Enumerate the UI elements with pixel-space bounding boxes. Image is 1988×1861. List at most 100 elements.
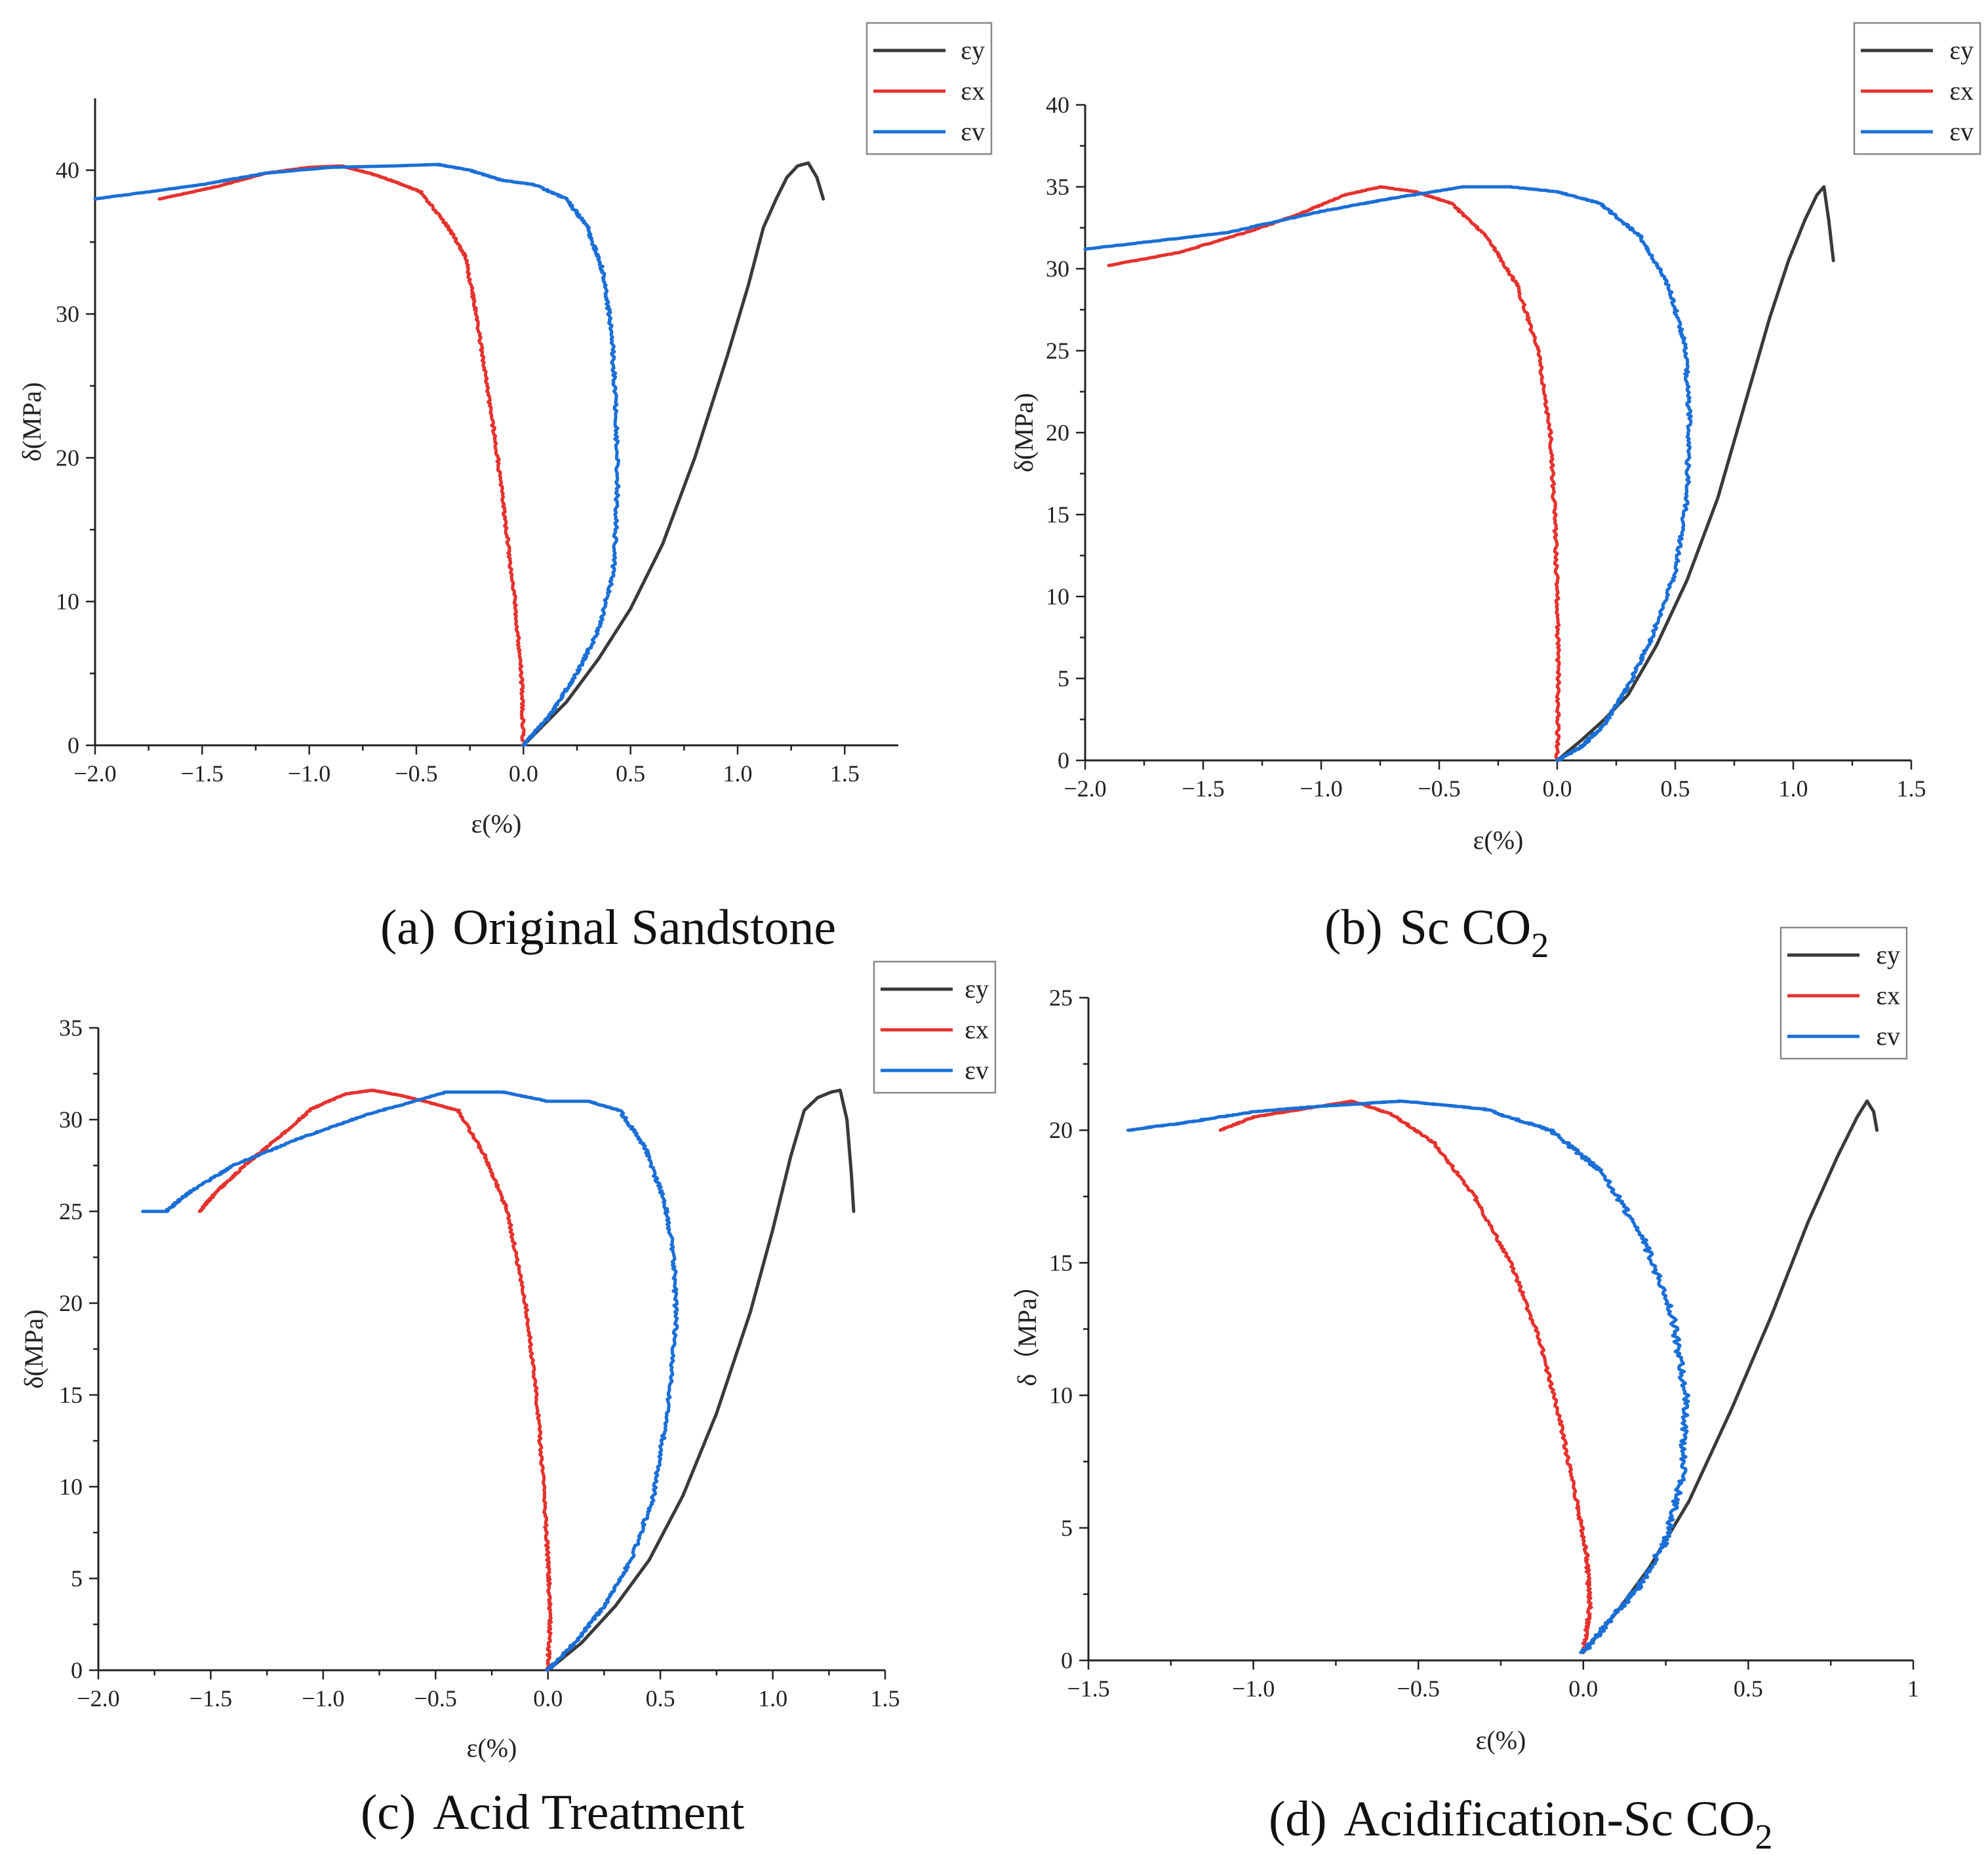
y-tick-label: 35 [1046, 174, 1069, 200]
x-tick-label: 0.0 [533, 1685, 563, 1712]
panel-caption: (c) Acid Treatment [361, 1785, 744, 1840]
panel-caption: (a) Original Sandstone [380, 900, 836, 955]
caption-label: (c) [361, 1785, 416, 1840]
chart-panel-d: −1.5 −1.0 −0.5 0.0 0.5 10510152025ε(%)δ（MPa）ε… [1012, 926, 1919, 1856]
x-tick-label: 0.0 [1543, 775, 1572, 802]
caption-text: Acidification-Sc CO [1344, 1792, 1755, 1847]
y-axis-title: δ（MPa） [1012, 1272, 1042, 1386]
y-tick-label: 15 [1049, 1249, 1073, 1276]
series-line-ey [1555, 185, 1835, 762]
x-tick-label: −1.0 [1300, 775, 1342, 802]
x-tick-label: 0.0 [1568, 1675, 1598, 1702]
x-axis-title: ε(%) [1473, 825, 1524, 855]
y-tick-label: 10 [1049, 1382, 1073, 1409]
x-tick-label: 1.0 [1779, 775, 1808, 802]
legend-label: εv [964, 1055, 989, 1085]
caption-subscript: 2 [1531, 926, 1549, 965]
legend-label: εx [964, 1015, 989, 1044]
x-tick-label: −2.0 [77, 1685, 119, 1712]
y-tick-label: 20 [56, 444, 79, 471]
x-tick-label: 0.5 [616, 760, 645, 787]
x-tick-label: 0.5 [1734, 1675, 1763, 1702]
series-line-ey [1581, 1099, 1879, 1655]
series-line-ev [1083, 185, 1693, 762]
legend-label: εx [1949, 76, 1974, 106]
legend-label: εy [1949, 35, 1974, 65]
legend-label: εy [961, 35, 985, 65]
chart-panel-b: −2.0 −1.5 −1.0 −0.5 0.0 0.5 1.0 1.5 0 5 10 15 20 25 30… [1009, 22, 1981, 965]
x-tick-label: −1.5 [1182, 775, 1224, 802]
series-line-ex [1218, 1099, 1593, 1655]
x-tick-label: −2.0 [73, 760, 116, 787]
y-axis-title: δ(MPa) [17, 382, 47, 461]
series-line-ex [197, 1088, 553, 1672]
y-tick-label: 40 [1046, 92, 1069, 118]
legend: εy εx εv [865, 22, 993, 155]
x-tick-label: −0.5 [1418, 775, 1460, 802]
x-tick-label: −1.5 [181, 760, 224, 787]
y-tick-label: 25 [1046, 338, 1069, 364]
series-line-ey [546, 1088, 856, 1672]
legend: εy εx εv [1853, 22, 1981, 155]
caption-label: (d) [1269, 1792, 1327, 1847]
legend-label: εy [964, 974, 989, 1004]
x-tick-label: 1.0 [723, 760, 753, 787]
y-tick-label: 25 [1049, 985, 1073, 1011]
x-tick-label: 1.5 [830, 760, 860, 787]
y-tick-label: 30 [56, 301, 79, 327]
x-tick-label: −1.0 [1232, 1675, 1275, 1702]
y-tick-label: 5 [1058, 665, 1069, 692]
legend-label: εv [1949, 117, 1974, 146]
chart-panel-c: −2.0 −1.5 −1.0 −0.5 0.0 0.5 1.0 1.5 0 5 10 15 20 25 30… [19, 960, 997, 1840]
x-tick-label: −1.0 [302, 1685, 344, 1712]
y-tick-label: 10 [56, 589, 79, 615]
panel-caption: (d) Acidification-Sc CO2 [1269, 1792, 1772, 1856]
y-tick-label: 0 [71, 1657, 83, 1683]
caption-text: Original Sandstone [452, 900, 836, 955]
x-tick-label: −0.5 [395, 760, 437, 787]
caption-label: (a) [380, 900, 435, 955]
x-tick-label: 1.0 [758, 1685, 787, 1712]
y-tick-label: 20 [59, 1290, 83, 1316]
x-axis-title: ε(%) [1476, 1725, 1526, 1755]
x-tick-label: −1.5 [1067, 1675, 1109, 1702]
y-tick-label: 20 [1046, 420, 1069, 446]
series-line-ev [141, 1090, 679, 1672]
series-line-ev [1126, 1099, 1691, 1655]
x-tick-label: 0.0 [509, 760, 538, 787]
y-tick-label: 30 [59, 1107, 83, 1133]
legend-label: εx [1876, 981, 1900, 1010]
legend-label: εv [1876, 1021, 1900, 1051]
y-tick-label: 35 [59, 1015, 83, 1041]
y-tick-label: 0 [1058, 747, 1069, 774]
y-tick-label: 0 [1061, 1647, 1073, 1674]
x-tick-label: 0.5 [1661, 775, 1690, 802]
x-tick-label: −1.0 [288, 760, 330, 787]
legend-label: εx [961, 76, 985, 106]
series-line-ey [521, 161, 825, 747]
caption-subscript: 2 [1755, 1817, 1772, 1856]
chart-panel-a: −2.0 −1.5 −1.0 −0.5 0.0 0.5 1.0 1.5 0 10 20 30 40 ε(%… [17, 22, 993, 955]
y-tick-label: 20 [1049, 1117, 1073, 1143]
y-tick-label: 0 [68, 732, 79, 758]
y-tick-label: 15 [1046, 501, 1069, 528]
x-tick-label: 1.5 [1897, 775, 1926, 802]
series-line-ex [157, 164, 527, 747]
x-tick-label: −0.5 [414, 1685, 457, 1712]
x-axis-title: ε(%) [471, 809, 522, 838]
legend: εy εx εv [1779, 926, 1908, 1060]
y-tick-label: 40 [56, 157, 79, 184]
x-axis-title: ε(%) [467, 1733, 517, 1763]
x-tick-label: 1 [1907, 1675, 1919, 1702]
y-tick-label: 25 [59, 1198, 83, 1224]
y-tick-label: 5 [1061, 1515, 1073, 1541]
caption-label: (b) [1324, 900, 1383, 955]
y-tick-label: 10 [59, 1474, 83, 1500]
y-tick-label: 10 [1046, 583, 1069, 610]
y-tick-label: 15 [59, 1382, 83, 1408]
x-tick-label: −1.5 [189, 1685, 232, 1712]
x-tick-label: −2.0 [1064, 775, 1106, 802]
y-tick-label: 30 [1046, 256, 1069, 282]
x-tick-label: 1.5 [871, 1685, 900, 1712]
